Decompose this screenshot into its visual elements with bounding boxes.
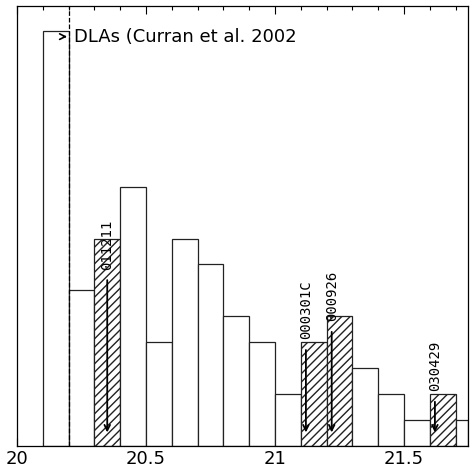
Bar: [146, 342, 172, 446]
Bar: [404, 419, 430, 446]
Bar: [275, 394, 301, 446]
Bar: [378, 394, 404, 446]
Bar: [430, 394, 456, 446]
Text: DLAs (Curran et al. 2002: DLAs (Curran et al. 2002: [73, 27, 296, 46]
Bar: [94, 238, 120, 446]
Bar: [456, 419, 468, 446]
Text: 000301C: 000301C: [299, 281, 313, 339]
Bar: [352, 368, 378, 446]
Bar: [249, 342, 275, 446]
Bar: [301, 342, 327, 446]
Bar: [120, 187, 146, 446]
Bar: [172, 238, 198, 446]
Text: 030429: 030429: [428, 341, 442, 391]
Bar: [69, 290, 94, 446]
Bar: [223, 316, 249, 446]
Text: 000926: 000926: [325, 271, 339, 321]
Bar: [198, 264, 223, 446]
Bar: [327, 316, 352, 446]
Bar: [43, 31, 69, 446]
Text: 011211: 011211: [100, 219, 114, 270]
